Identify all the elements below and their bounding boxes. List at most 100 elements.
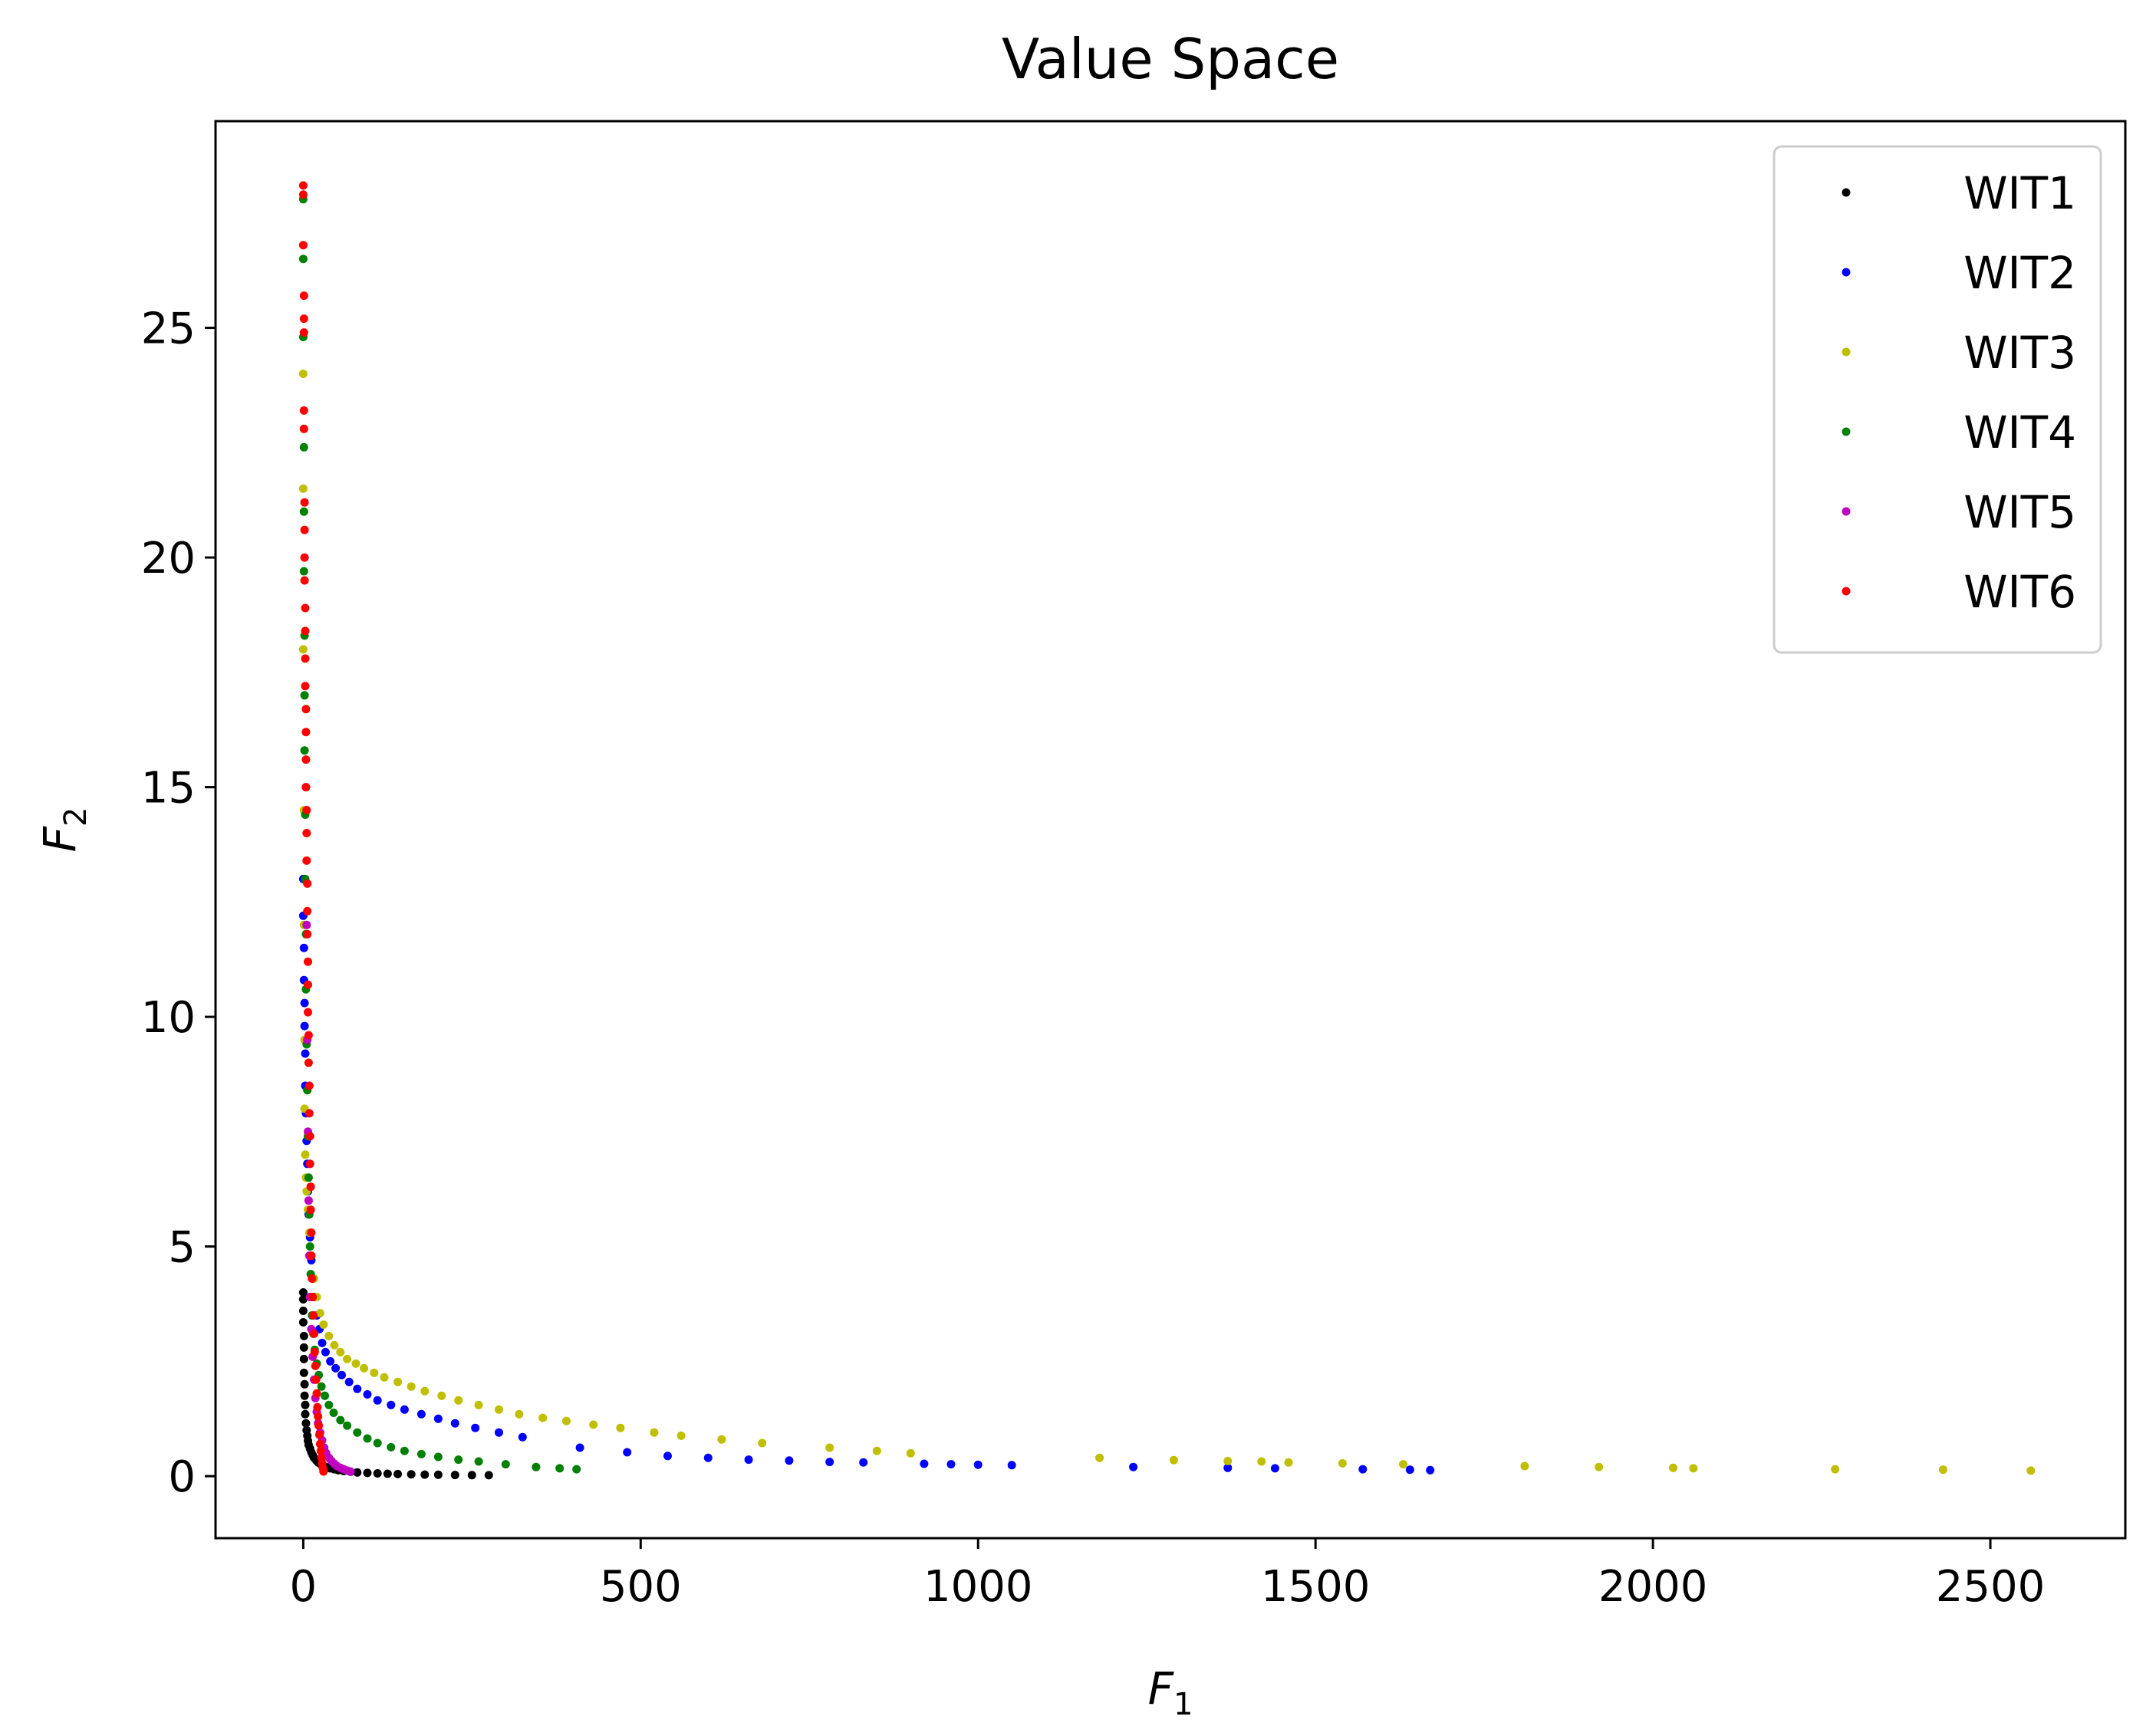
data-point bbox=[315, 1439, 324, 1448]
data-point bbox=[307, 1228, 316, 1238]
x-tick-label: 1500 bbox=[1261, 1562, 1371, 1612]
data-point bbox=[299, 943, 308, 952]
data-point bbox=[301, 1400, 310, 1409]
data-point bbox=[1520, 1461, 1529, 1471]
data-point bbox=[572, 1465, 581, 1474]
chart-title: Value Space bbox=[1002, 27, 1339, 91]
legend-label: WIT3 bbox=[1963, 327, 2076, 379]
data-point bbox=[825, 1458, 834, 1467]
data-point bbox=[326, 1356, 335, 1366]
data-point bbox=[301, 1419, 311, 1428]
data-point bbox=[346, 1467, 355, 1476]
data-point bbox=[299, 1368, 308, 1377]
data-point bbox=[433, 1414, 443, 1423]
data-point bbox=[387, 1400, 396, 1409]
data-point bbox=[310, 1329, 318, 1338]
data-point bbox=[306, 1205, 315, 1215]
data-point bbox=[373, 1469, 382, 1478]
series-wit4 bbox=[298, 195, 581, 1474]
y-axis-label-sub: 2 bbox=[58, 807, 94, 827]
data-point bbox=[1669, 1463, 1677, 1472]
data-point bbox=[575, 1443, 584, 1452]
data-point bbox=[437, 1391, 446, 1400]
data-point bbox=[305, 1242, 314, 1251]
data-point bbox=[353, 1384, 362, 1393]
data-point bbox=[872, 1446, 881, 1455]
data-point bbox=[301, 705, 311, 714]
data-point bbox=[532, 1462, 541, 1471]
data-point bbox=[301, 728, 311, 737]
data-point bbox=[301, 654, 310, 663]
data-point bbox=[311, 1375, 321, 1384]
data-point bbox=[331, 1363, 341, 1373]
data-point bbox=[400, 1405, 409, 1414]
legend-marker bbox=[1842, 188, 1851, 197]
data-point bbox=[1007, 1461, 1016, 1470]
data-point bbox=[1405, 1465, 1414, 1475]
data-point bbox=[1689, 1464, 1698, 1473]
data-point bbox=[304, 980, 312, 989]
data-point bbox=[920, 1459, 929, 1468]
data-point bbox=[703, 1453, 713, 1462]
data-point bbox=[299, 1343, 308, 1352]
data-point bbox=[450, 1471, 459, 1480]
data-point bbox=[744, 1455, 753, 1465]
data-point bbox=[299, 424, 308, 433]
data-point bbox=[370, 1368, 379, 1377]
data-point bbox=[305, 1132, 314, 1141]
data-point bbox=[305, 1159, 314, 1169]
data-point bbox=[353, 1428, 362, 1437]
data-point bbox=[946, 1460, 956, 1469]
y-tick-label: 25 bbox=[141, 304, 196, 354]
data-point bbox=[324, 1331, 334, 1340]
data-point bbox=[304, 1008, 312, 1017]
data-point bbox=[300, 746, 309, 755]
y-axis-label-base: F bbox=[34, 825, 86, 852]
data-point bbox=[363, 1390, 372, 1399]
data-point bbox=[474, 1457, 483, 1466]
data-point bbox=[1095, 1453, 1104, 1462]
data-point bbox=[304, 1109, 314, 1118]
data-point bbox=[301, 1409, 310, 1419]
data-point bbox=[2026, 1466, 2036, 1475]
data-point bbox=[299, 328, 308, 337]
legend-label: WIT2 bbox=[1963, 247, 2076, 299]
data-point bbox=[717, 1435, 726, 1444]
data-point bbox=[380, 1373, 389, 1382]
data-point bbox=[301, 682, 310, 691]
data-point bbox=[420, 1470, 430, 1479]
data-point bbox=[484, 1471, 493, 1480]
data-point bbox=[344, 1377, 354, 1386]
data-point bbox=[501, 1460, 510, 1469]
data-point bbox=[538, 1413, 548, 1422]
x-tick-label: 2000 bbox=[1598, 1562, 1708, 1612]
legend-marker bbox=[1842, 268, 1851, 277]
data-point bbox=[298, 190, 308, 199]
data-point bbox=[311, 1361, 320, 1370]
y-axis: 0 5 10 15 20 25 bbox=[141, 304, 216, 1502]
data-point bbox=[318, 1338, 327, 1347]
data-point bbox=[316, 1446, 325, 1455]
data-point bbox=[474, 1400, 483, 1409]
legend-box bbox=[1773, 145, 2102, 654]
data-point bbox=[302, 920, 311, 929]
data-point bbox=[300, 998, 309, 1008]
data-point bbox=[298, 370, 308, 378]
data-point bbox=[299, 567, 308, 576]
data-point bbox=[393, 1377, 403, 1386]
data-point bbox=[373, 1396, 382, 1405]
data-point bbox=[785, 1456, 794, 1465]
data-point bbox=[301, 783, 311, 792]
y-tick-label: 5 bbox=[168, 1223, 196, 1273]
data-point bbox=[304, 957, 312, 966]
data-point bbox=[1831, 1465, 1840, 1474]
data-point bbox=[1338, 1458, 1347, 1468]
data-point bbox=[555, 1464, 565, 1473]
data-point bbox=[1595, 1462, 1604, 1471]
data-point bbox=[315, 1309, 324, 1317]
data-point bbox=[310, 1347, 319, 1356]
plot-area-frame bbox=[214, 120, 2127, 1540]
data-point bbox=[299, 1354, 308, 1363]
